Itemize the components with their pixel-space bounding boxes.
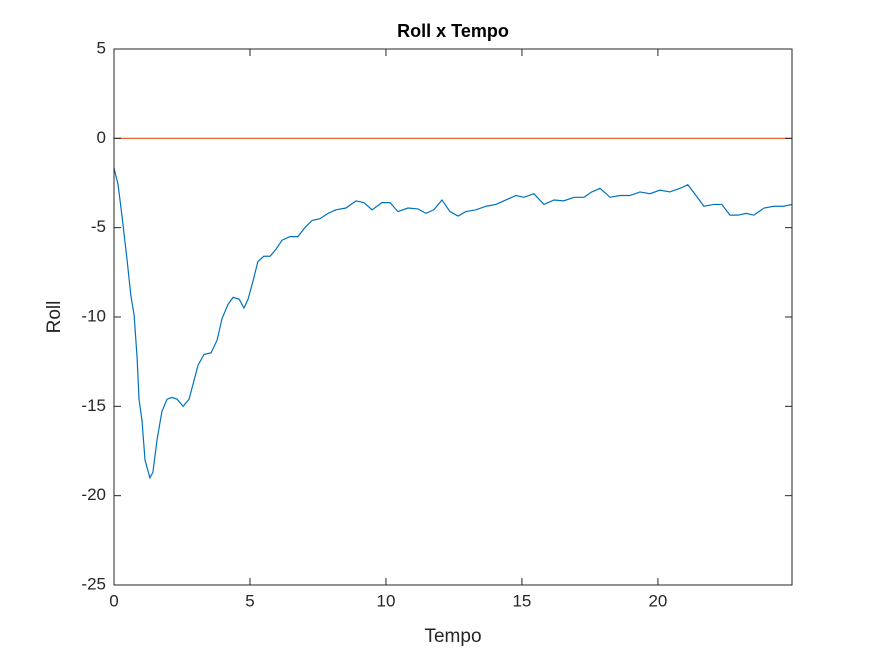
y-axis-label: Roll [44,301,65,334]
y-tick-label: -10 [81,306,106,325]
y-tick-label: 5 [97,38,106,57]
data-line [113,167,793,480]
x-tick-label: 15 [512,591,531,610]
y-tick-label: -20 [81,485,106,504]
y-tick-label: -5 [91,217,106,236]
x-tick-label: 0 [109,591,118,610]
y-tick-label: 0 [97,128,106,147]
y-tick-label: -15 [81,396,106,415]
x-axis-label: Tempo [424,626,481,647]
x-tick-label: 5 [245,591,254,610]
y-tick-label: -25 [81,574,106,593]
x-tick-label: 20 [648,591,667,610]
x-tick-label: 10 [377,591,396,610]
chart-title: Roll x Tempo [397,21,509,41]
